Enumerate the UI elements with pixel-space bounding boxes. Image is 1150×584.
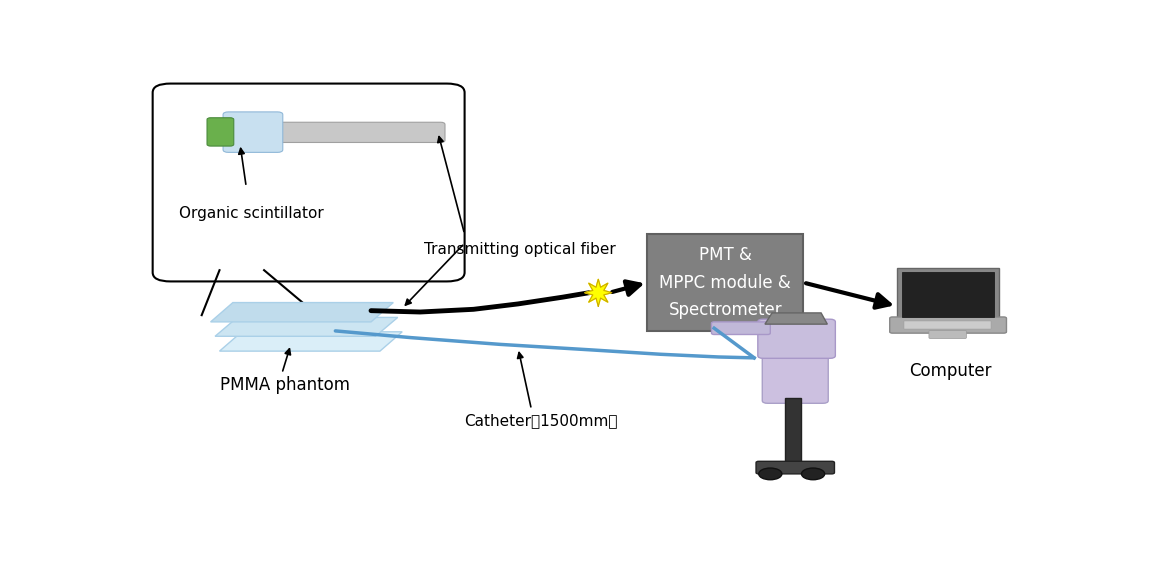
FancyBboxPatch shape bbox=[762, 350, 828, 404]
Text: PMT &: PMT & bbox=[699, 246, 752, 265]
Polygon shape bbox=[220, 332, 402, 351]
Polygon shape bbox=[215, 318, 398, 336]
Text: Catheter（1500mm）: Catheter（1500mm） bbox=[465, 413, 618, 428]
FancyBboxPatch shape bbox=[271, 122, 445, 142]
Text: MPPC module &: MPPC module & bbox=[659, 273, 791, 291]
FancyBboxPatch shape bbox=[207, 118, 233, 146]
FancyBboxPatch shape bbox=[758, 319, 835, 359]
FancyBboxPatch shape bbox=[903, 272, 994, 317]
FancyBboxPatch shape bbox=[904, 321, 991, 329]
FancyBboxPatch shape bbox=[890, 317, 1006, 333]
Circle shape bbox=[759, 468, 782, 479]
Polygon shape bbox=[584, 279, 612, 306]
FancyBboxPatch shape bbox=[897, 268, 999, 319]
Text: Computer: Computer bbox=[910, 362, 991, 380]
Circle shape bbox=[802, 468, 825, 479]
Polygon shape bbox=[210, 303, 393, 322]
Text: PMMA phantom: PMMA phantom bbox=[220, 376, 350, 394]
FancyBboxPatch shape bbox=[223, 112, 283, 152]
Text: Organic scintillator: Organic scintillator bbox=[179, 207, 324, 221]
Polygon shape bbox=[765, 313, 827, 324]
Text: Transmitting optical fiber: Transmitting optical fiber bbox=[424, 242, 616, 258]
FancyBboxPatch shape bbox=[756, 461, 835, 474]
FancyBboxPatch shape bbox=[153, 84, 465, 281]
Text: Spectrometer: Spectrometer bbox=[668, 301, 782, 319]
FancyBboxPatch shape bbox=[647, 234, 803, 331]
FancyBboxPatch shape bbox=[712, 322, 771, 335]
FancyBboxPatch shape bbox=[785, 398, 802, 466]
FancyBboxPatch shape bbox=[929, 331, 966, 339]
